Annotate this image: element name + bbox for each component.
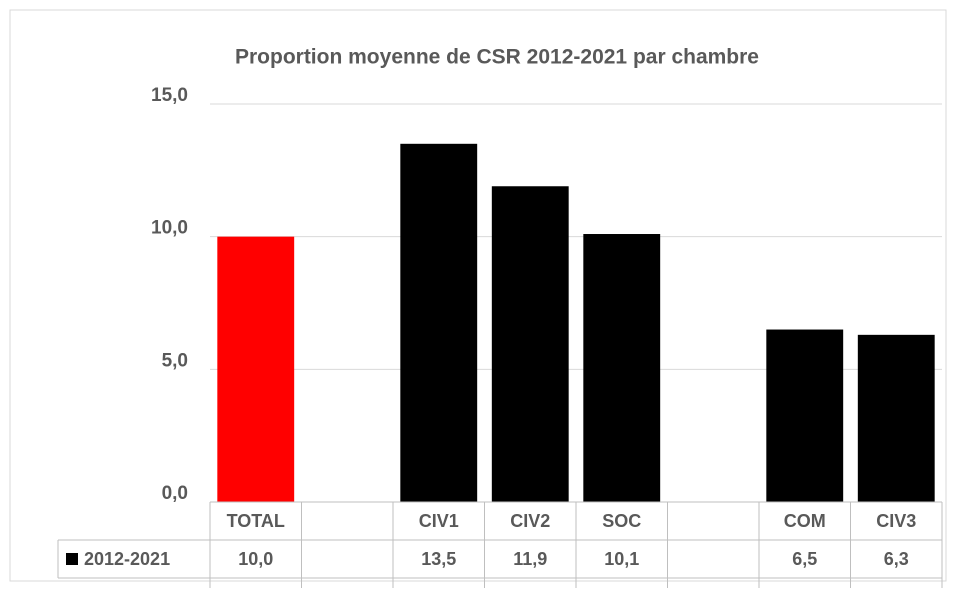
- bar: [766, 329, 844, 502]
- chart-title: Proportion moyenne de CSR 2012-2021 par …: [235, 46, 759, 69]
- y-tick-label: 15,0: [151, 85, 188, 106]
- legend-key: [66, 553, 78, 565]
- bar: [217, 236, 295, 502]
- table-value: 13,5: [421, 549, 456, 569]
- table-value: 11,9: [513, 549, 547, 569]
- table-value: 10,0: [238, 549, 273, 569]
- bar: [857, 334, 935, 502]
- table-value: 6,5: [792, 549, 817, 569]
- x-tick-label: SOC: [602, 511, 641, 531]
- x-tick-label: CIV3: [876, 511, 916, 531]
- x-tick-label: CIV1: [419, 511, 459, 531]
- y-tick-label: 10,0: [151, 218, 188, 239]
- x-tick-label: TOTAL: [227, 511, 285, 531]
- bar: [583, 234, 661, 502]
- legend-label: 2012-2021: [84, 549, 170, 569]
- table-value: 10,1: [604, 549, 639, 569]
- y-tick-label: 0,0: [162, 483, 188, 504]
- table-value: 6,3: [884, 549, 909, 569]
- bar: [400, 143, 478, 503]
- x-tick-label: COM: [784, 511, 826, 531]
- y-tick-label: 5,0: [162, 350, 188, 371]
- bar: [491, 186, 569, 502]
- x-tick-label: CIV2: [510, 511, 550, 531]
